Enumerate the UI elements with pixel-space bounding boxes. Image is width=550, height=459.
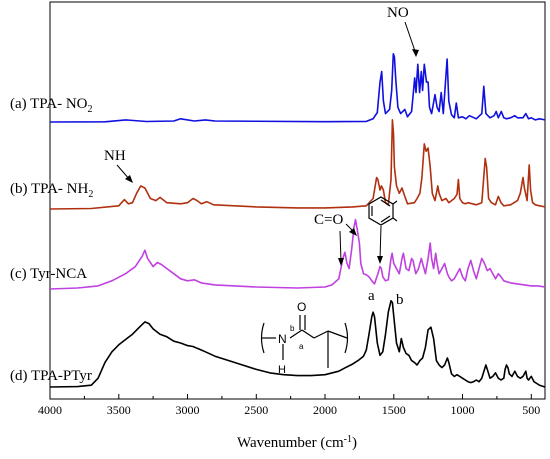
peak-label-b: b: [396, 292, 404, 308]
series-label-b: (b) TPA- NH2: [10, 181, 93, 200]
arrow-benzene-head: [377, 256, 383, 264]
arrow-co-1: [339, 230, 342, 263]
series-label-d: (d) TPA-PTyr: [10, 368, 92, 384]
x-tick-label-1: 3500: [107, 403, 131, 417]
series-line-4: [49, 300, 546, 388]
plot-frame: [49, 1, 546, 400]
x-tick-label-0: 4000: [38, 403, 62, 417]
peak-label-a: a: [368, 288, 375, 304]
tick-layer: 4000 3500 3000 2500 2000 1500 1000 500: [38, 394, 540, 417]
structure-label-o: O: [297, 300, 306, 314]
series-label-a: (a) TPA- NO2: [10, 96, 93, 115]
x-tick-label-3: 2500: [244, 403, 268, 417]
arrow-co-2-head: [349, 228, 357, 236]
arrow-no-head: [412, 49, 419, 57]
structure-label-n: N: [278, 332, 287, 346]
arrow-nh-head: [125, 175, 133, 183]
annotation-no: NO: [387, 5, 409, 21]
series-line-1: [49, 53, 546, 123]
polymer-structure-icon: [260, 315, 349, 368]
x-axis-label: Wavenumber (cm-1): [237, 434, 357, 451]
annotation-nh: NH: [104, 148, 126, 164]
x-tick-label-6: 1000: [451, 403, 475, 417]
structure-label-a: a: [299, 342, 304, 351]
x-tick-label-5: 1500: [382, 403, 406, 417]
annotation-co: C=O: [314, 212, 343, 228]
arrow-co-1-head: [338, 258, 344, 266]
x-tick-label-7: 500: [522, 403, 540, 417]
series-label-c: (c) Tyr-NCA: [10, 266, 87, 282]
arrow-benzene: [379, 225, 382, 261]
structure-label-h: H: [278, 364, 286, 376]
arrow-no: [404, 21, 417, 55]
x-tick-label-2: 3000: [176, 403, 200, 417]
series-layer: [49, 53, 546, 388]
structure-label-b: b: [290, 324, 295, 333]
x-tick-label-4: 2000: [313, 403, 337, 417]
benzene-ring-icon: [368, 196, 398, 226]
series-line-3: [49, 218, 546, 290]
series-line-2: [49, 119, 546, 210]
